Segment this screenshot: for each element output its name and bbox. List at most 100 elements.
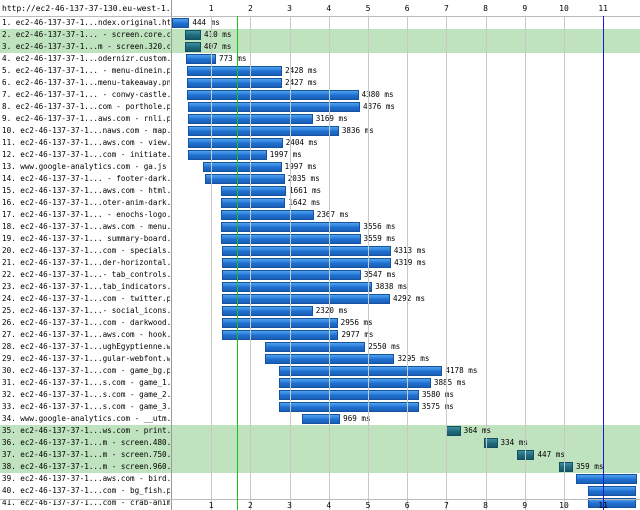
request-label: 32. ec2-46-137-37-1...s.com - game_2.png [2,390,170,399]
time-tick-label-top: 7 [443,4,449,13]
request-timing-bar [221,222,361,232]
time-tick-label-bottom: 1 [208,501,214,510]
request-timing-bar [587,486,637,496]
time-tick-label-bottom: 5 [365,501,371,510]
time-tick-label-bottom: 11 [593,501,613,510]
request-duration-label: 4380 ms [361,90,394,99]
waterfall-row: 40. ec2-46-137-37-1...com - bg_fish.png1… [0,485,640,497]
request-duration-label: 444 ms [192,18,220,27]
request-timing-bar [278,378,431,388]
waterfall-row: 4. ec2-46-137-37-1...odernizr.custom.js 7… [0,53,640,65]
request-label: 36. ec2-46-137-37-1...m - screen.480.css [2,438,170,447]
request-timing-bar [203,162,282,172]
waterfall-row: 7. ec2-46-137-37-1... - conwy-castle.png… [0,89,640,101]
request-timing-bar [221,246,391,256]
request-label: 6. ec2-46-137-37-1...menu-takeaway.png [2,78,170,87]
request-label: 40. ec2-46-137-37-1...com - bg_fish.png [2,486,170,495]
waterfall-row: 19. ec2-46-137-37-1... summary-board.png… [0,233,640,245]
waterfall-row: 34. www.google-analytics.com - __utm.gif… [0,413,640,425]
time-gridline [211,16,213,510]
waterfall-row: 5. ec2-46-137-37-1... - menu-dinein.png 2… [0,65,640,77]
request-label: 35. ec2-46-137-37-1...ws.com - print.css [2,426,170,435]
time-tick-label-top: 6 [404,4,410,13]
request-label: 26. ec2-46-137-37-1...com - darkwood.png [2,318,170,327]
request-timing-bar [221,234,361,244]
time-gridline [250,16,252,510]
waterfall-row: 3. ec2-46-137-37-1...m - screen.320.css 4… [0,41,640,53]
request-duration-label: 2550 ms [368,342,401,351]
time-gridline [407,16,409,510]
time-gridline [485,16,487,510]
request-label: 22. ec2-46-137-37-1...- tab_controls.png [2,270,170,279]
request-label: 10. ec2-46-137-37-1...naws.com - map.png [2,126,170,135]
time-tick-label-top: 5 [365,4,371,13]
request-label: 1. ec2-46-137-37-1...ndex.original.html [2,18,170,27]
request-timing-bar [221,282,373,292]
request-duration-label: 2977 ms [341,330,374,339]
request-label: 38. ec2-46-137-37-1...m - screen.960.css [2,462,170,471]
request-label: 34. www.google-analytics.com - __utm.gif [2,414,170,423]
request-label: 19. ec2-46-137-37-1... summary-board.png [2,234,170,243]
request-duration-label: 2956 ms [340,318,373,327]
request-label: 30. ec2-46-137-37-1...com - game_bg.png [2,366,170,375]
request-duration-label: 1661 ms [289,186,322,195]
time-tick-label-top: 8 [483,4,488,13]
waterfall-row: 32. ec2-46-137-37-1...s.com - game_2.png… [0,389,640,401]
waterfall-row: 29. ec2-46-137-37-1...gular-webfont.woff… [0,353,640,365]
request-label: 15. ec2-46-137-37-1...aws.com - html.jpg [2,186,170,195]
request-timing-bar [172,18,190,28]
request-timing-bar [184,30,201,40]
request-label: 18. ec2-46-137-37-1...aws.com - menu.png [2,222,170,231]
request-timing-bar [558,462,573,472]
request-duration-label: 407 ms [203,42,232,51]
request-timing-bar [221,186,287,196]
request-label: 12. ec2-46-137-37-1...com - initiate.js [2,150,170,159]
waterfall-row: 27. ec2-46-137-37-1...aws.com - hook.png… [0,329,640,341]
request-duration-label: 364 ms [463,426,492,435]
request-timing-bar [265,342,366,352]
request-label: 7. ec2-46-137-37-1... - conwy-castle.png [2,90,170,99]
request-timing-bar [188,126,339,136]
request-timing-bar [484,438,498,448]
time-tick-label-bottom: 3 [287,501,292,510]
request-duration-label: 3885 ms [433,378,466,387]
request-duration-label: 3556 ms [363,222,396,231]
start-render-marker [237,16,239,510]
waterfall-row: 23. ec2-46-137-37-1...tab_indicators.png… [0,281,640,293]
waterfall-row: 17. ec2-46-137-37-1... - enochs-logo.png… [0,209,640,221]
waterfall-row: 37. ec2-46-137-37-1...m - screen.750.css… [0,449,640,461]
request-timing-bar [221,294,391,304]
waterfall-row: 15. ec2-46-137-37-1...aws.com - html.jpg… [0,185,640,197]
request-duration-label: 4292 ms [393,294,426,303]
time-tick-label-top: 4 [326,4,332,13]
request-duration-label: 410 ms [204,30,232,39]
request-timing-bar [302,414,341,424]
request-timing-bar [587,498,636,508]
request-label: 13. www.google-analytics.com - ga.js [2,162,167,171]
waterfall-row: 20. ec2-46-137-37-1...com - specials.png… [0,245,640,257]
waterfall-row: 35. ec2-46-137-37-1...ws.com - print.css… [0,425,640,437]
request-duration-label: 3836 ms [341,126,374,135]
waterfall-row: 11. ec2-46-137-37-1...aws.com - view.png… [0,137,640,149]
request-label: 2. ec2-46-137-37-1... - screen.core.css [2,30,170,39]
time-tick-label-bottom: 4 [326,501,332,510]
request-label: 31. ec2-46-137-37-1...s.com - game_1.png [2,378,170,387]
request-timing-bar [186,90,359,100]
request-label: 20. ec2-46-137-37-1...com - specials.png [2,246,170,255]
request-duration-label: 3169 ms [315,114,348,123]
time-tick-label-bottom: 9 [522,501,528,510]
waterfall-row: 41. ec2-46-137-37-1...com - crab-anim.pn… [0,497,640,509]
time-tick-label-top: 10 [559,4,569,13]
request-duration-label: 3295 ms [397,354,430,363]
request-duration-label: 2427 ms [285,78,318,87]
request-timing-bar [185,54,217,64]
document-complete-marker [603,16,605,510]
waterfall-row: 2. ec2-46-137-37-1... - screen.core.css 4… [0,29,640,41]
label-column-divider [171,0,172,510]
waterfall-row: 22. ec2-46-137-37-1...- tab_controls.png… [0,269,640,281]
waterfall-row: 14. ec2-46-137-37-1... - footer-dark.jpg… [0,173,640,185]
time-gridline [446,16,448,510]
request-timing-bar [446,426,461,436]
request-timing-bar [221,198,286,208]
